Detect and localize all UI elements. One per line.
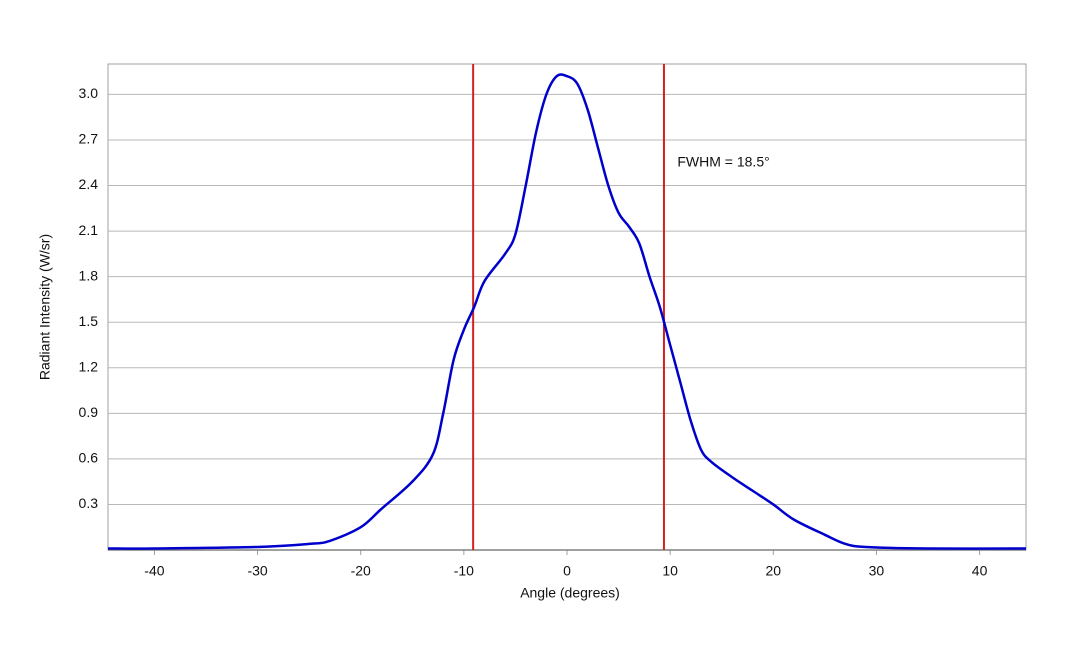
y-tick-label: 2.1 [79, 222, 99, 238]
y-tick-label: 1.5 [79, 313, 99, 329]
x-axis-label: Angle (degrees) [520, 585, 620, 601]
x-tick-label: -30 [247, 563, 267, 579]
plot-area [107, 63, 1027, 551]
intensity-curve [107, 73, 1027, 550]
x-tick-label: 10 [662, 563, 678, 579]
x-tick-label: 40 [972, 563, 988, 579]
y-tick-label: 2.4 [79, 176, 99, 192]
y-tick-label: 1.2 [79, 358, 99, 374]
y-tick-label: 0.9 [79, 404, 99, 420]
x-tick-label: 30 [869, 563, 885, 579]
x-tick-label: -40 [144, 563, 164, 579]
y-axis-label: Radiant Intensity (W/sr) [37, 234, 53, 380]
y-tick-label: 3.0 [79, 85, 99, 101]
y-tick-label: 0.6 [79, 450, 99, 466]
x-tick-label: -20 [351, 563, 371, 579]
x-tick-label: 20 [766, 563, 782, 579]
y-tick-label: 2.7 [79, 131, 99, 147]
x-tick-label: 0 [563, 563, 571, 579]
y-tick-label: 0.3 [79, 495, 99, 511]
annotation: FWHM = 18.5° [677, 153, 769, 169]
x-tick-label: -10 [454, 563, 474, 579]
y-tick-label: 1.8 [79, 267, 99, 283]
